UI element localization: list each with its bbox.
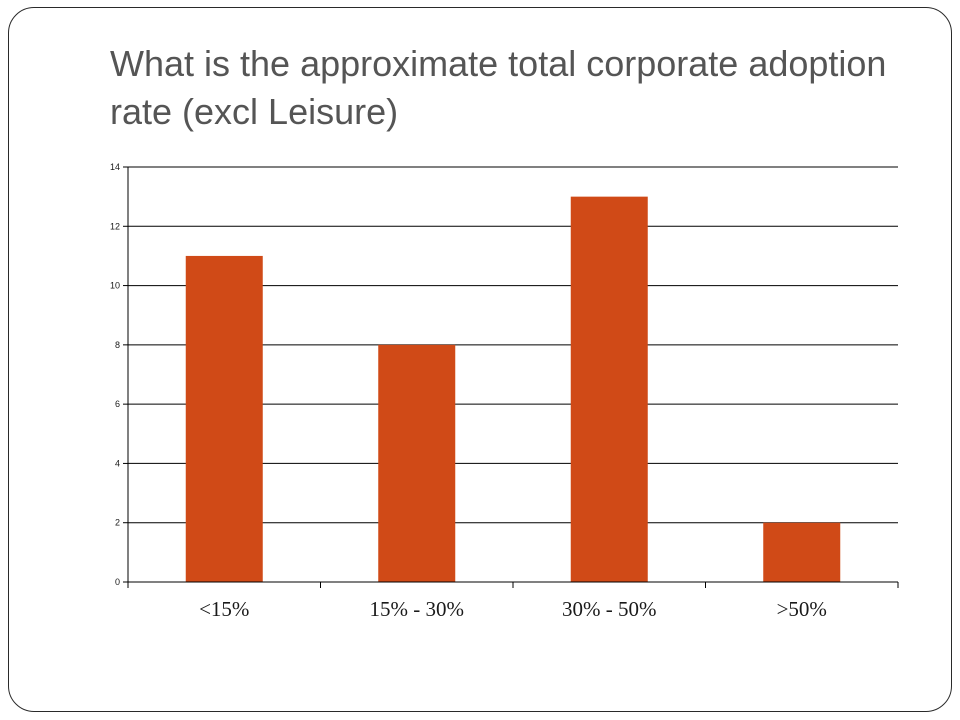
bar-3 [763,522,841,582]
x-category-label: <15% [199,597,249,621]
axis-labels: 0 2 4 6 8 10 12 14 <15% 15% - 30% 30% - 50% >50% [110,162,827,621]
slide-title: What is the approximate total corporate … [110,43,887,132]
y-tick-label: 0 [115,577,120,587]
y-tick-label: 2 [115,518,120,528]
y-tick-label: 12 [110,221,120,231]
bars [185,196,841,582]
axes [123,166,899,588]
x-category-label: 30% - 50% [562,597,656,621]
x-category-label: >50% [777,597,827,621]
y-tick-label: 4 [115,458,120,468]
y-tick-label: 6 [115,399,120,409]
slide-frame [8,7,952,712]
x-category-label: 15% - 30% [370,597,464,621]
y-tick-label: 8 [115,340,120,350]
bar-2 [570,196,648,582]
bar-0 [185,255,263,582]
y-tick-label: 10 [110,281,120,291]
bar-1 [378,344,456,582]
y-tick-label: 14 [110,162,120,172]
